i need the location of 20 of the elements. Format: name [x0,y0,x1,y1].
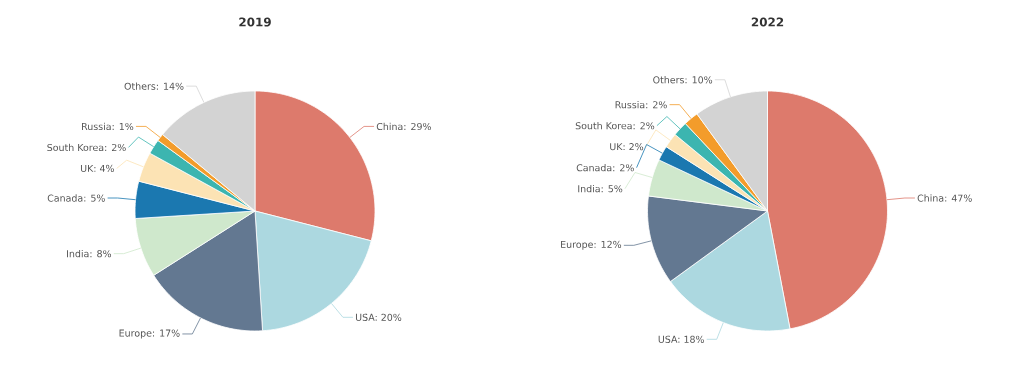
chart-title: 2019 [239,17,271,27]
slice-label: China: 47% [917,194,972,202]
slice-label: South Korea: 2% [575,122,655,130]
slice-label: Europe: 17% [119,329,180,339]
slice-label: China: 29% [376,122,431,131]
slice-label: USA: 18% [658,335,704,343]
slice-label: India: 5% [578,185,623,193]
slice-label: Others: 10% [653,76,713,84]
chart-title: 2022 [751,17,784,27]
slice-label: Canada: 5% [47,194,105,202]
slice-label: Europe: 12% [561,240,622,250]
slice-label: Canada: 2% [576,164,634,172]
slice-label: Others: 14% [124,82,184,90]
slice-label: USA: 20% [355,313,402,321]
slice-label: India: 8% [67,249,112,258]
slice-label: Russia: 2% [615,101,667,109]
slice-label: South Korea: 2% [47,143,126,152]
slice-label: Russia: 1% [82,122,134,131]
slice-label: UK: 2% [610,143,644,151]
slice-label: UK: 4% [80,164,114,172]
